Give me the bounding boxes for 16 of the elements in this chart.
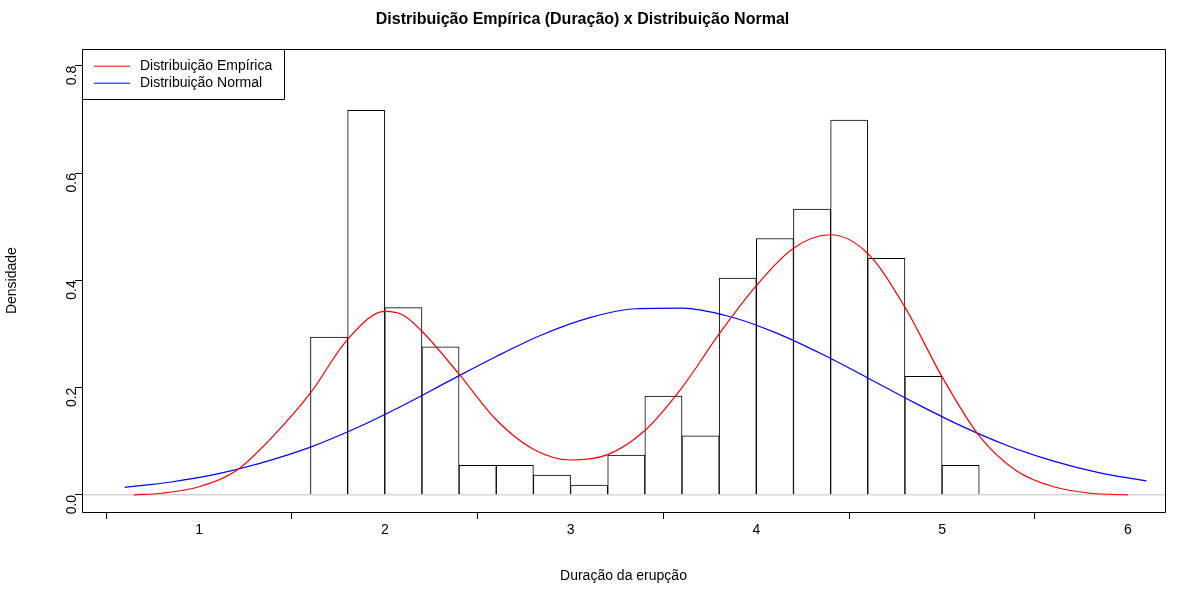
x-tick-label: 2 <box>380 521 389 538</box>
x-tick-label: 3 <box>566 521 575 538</box>
x-tick-label: 1 <box>195 521 204 538</box>
y-tick-label: 0.4 <box>62 280 79 300</box>
legend-label: Distribuição Empírica <box>140 57 273 74</box>
y-tick-label: 0.0 <box>62 494 79 515</box>
x-tick-label: 6 <box>1123 521 1132 538</box>
x-tick-label: 4 <box>752 521 761 538</box>
x-axis-title: Duração da erupção <box>560 567 688 584</box>
y-axis-title: Densidade <box>3 246 20 315</box>
y-tick-label: 0.6 <box>62 172 79 193</box>
chart-title: Distribuição Empírica (Duração) x Distribuição Normal <box>375 10 790 28</box>
y-tick-label: 0.2 <box>62 387 79 408</box>
x-tick-label: 5 <box>938 521 947 538</box>
y-tick-label: 0.8 <box>62 65 79 86</box>
legend-label: Distribuição Normal <box>140 74 263 91</box>
